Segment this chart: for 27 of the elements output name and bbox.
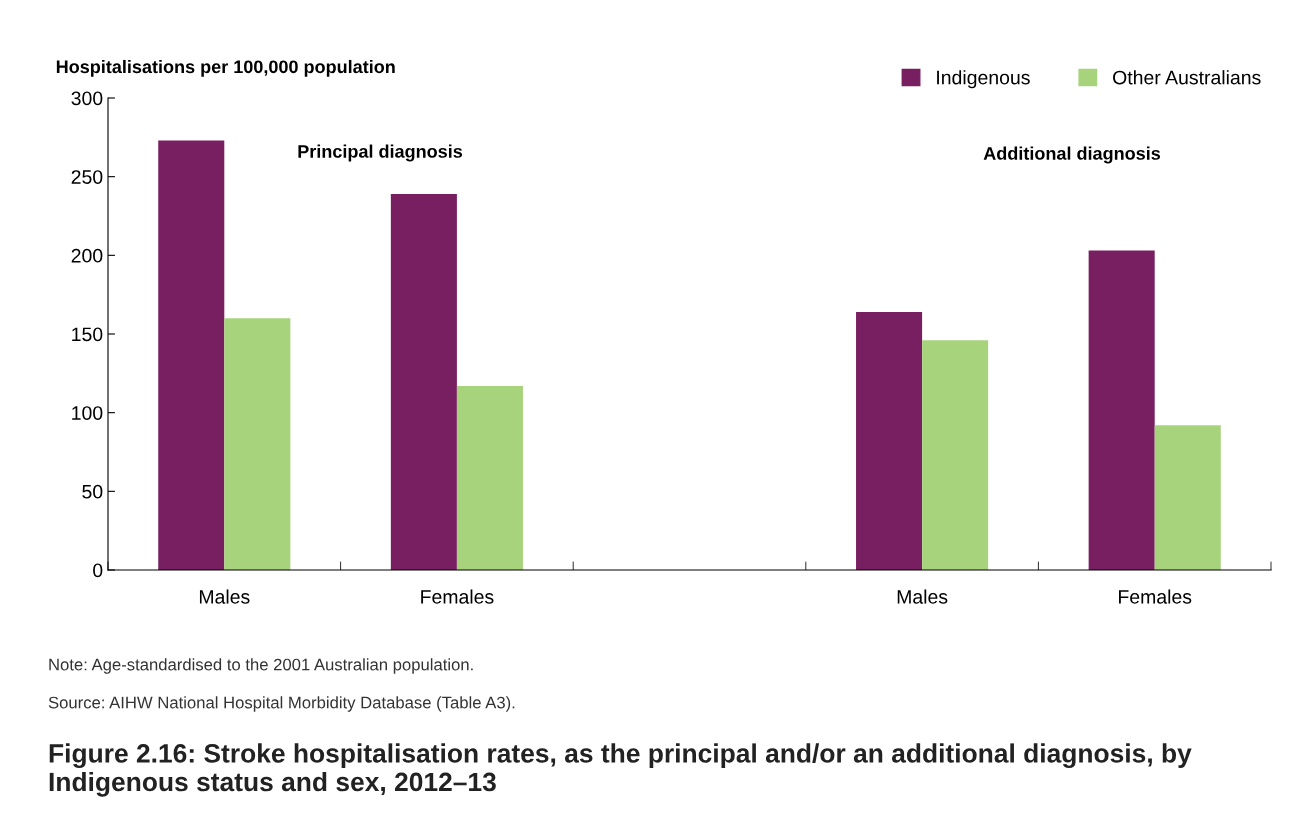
text: Figure 2.16: Stroke hospitalisation rates, as the principal and/or an additional diagnosis, by Indigenous status and sex, 2012–13 — [49, 743, 1192, 797]
y-axis-title: Hospitalisations per 100,000 population — [56, 59, 395, 77]
bar — [224, 318, 291, 570]
bar — [1088, 250, 1155, 570]
y-tick-label: 250 — [71, 170, 103, 184]
bar — [1154, 425, 1221, 570]
x-tick-label: Males — [897, 589, 948, 604]
y-tick-label: 0 — [93, 563, 103, 578]
legend-label: Indigenous — [937, 70, 1030, 89]
x-tick-label: Females — [421, 589, 494, 604]
x-tick-label: Females — [1119, 589, 1192, 604]
annotation: Principal diagnosis — [298, 144, 463, 162]
bar — [158, 140, 225, 570]
text: Note: Age-standardised to the 2001 Australian population. — [49, 658, 473, 674]
legend-label: Other Australians — [1113, 70, 1261, 85]
x-tick-label: Males — [199, 589, 250, 604]
bar — [390, 193, 457, 570]
bar — [922, 340, 989, 570]
y-tick-label: 150 — [72, 327, 103, 342]
annotation: Additional diagnosis — [983, 146, 1161, 164]
y-tick-label: 200 — [71, 248, 103, 263]
bar — [456, 385, 523, 570]
y-tick-label: 100 — [72, 406, 103, 420]
y-tick-label: 300 — [71, 91, 103, 106]
y-tick-label: 50 — [82, 484, 103, 499]
source-note: Source: AIHW National Hospital Morbidity Database (Table A3). — [48, 696, 515, 712]
bar — [856, 311, 923, 570]
